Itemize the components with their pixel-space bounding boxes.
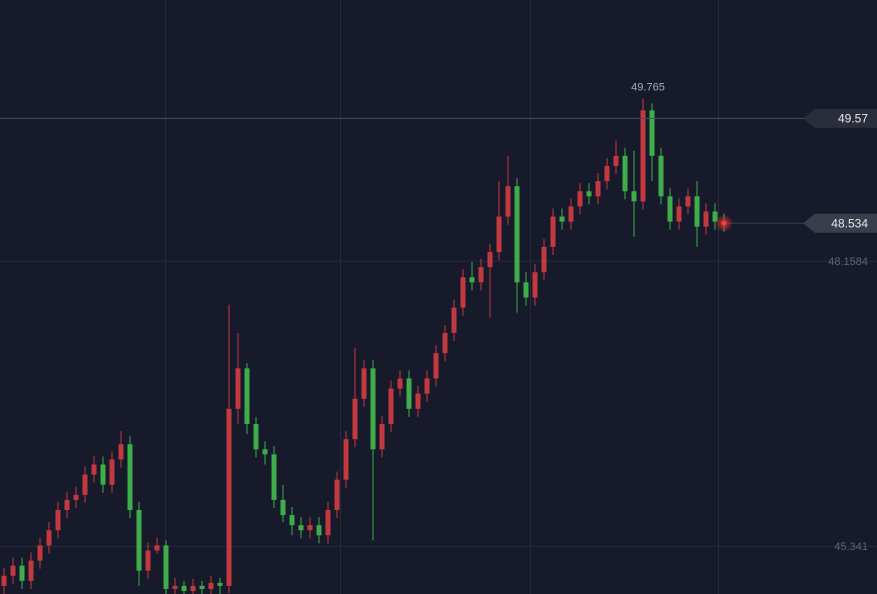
candle-body: [478, 267, 484, 283]
candle-body: [685, 196, 691, 207]
candle-body: [415, 393, 421, 409]
candle-body: [460, 277, 466, 308]
candle-body: [550, 216, 556, 247]
candle-body: [514, 186, 520, 283]
candle-body: [262, 449, 268, 455]
candle-body: [154, 545, 160, 551]
candle-body: [631, 191, 637, 202]
candle-body: [487, 251, 493, 268]
candle-body: [307, 525, 313, 531]
candle-body: [397, 378, 403, 389]
candle-body: [577, 191, 583, 207]
candle-body: [145, 550, 151, 571]
candle-body: [451, 307, 457, 333]
candle-body: [127, 444, 133, 511]
candle-body: [604, 165, 610, 182]
price-tag: [803, 108, 877, 128]
candle-body: [190, 585, 196, 591]
candle-body: [712, 211, 718, 222]
candle-body: [613, 155, 619, 166]
candle-body: [622, 155, 628, 192]
candle-body: [226, 408, 232, 586]
candle-body: [46, 530, 52, 546]
candle-body: [109, 459, 115, 485]
price-tag-label: 49.57: [838, 112, 868, 126]
current-price-dot: [722, 221, 726, 226]
candle-body: [496, 216, 502, 252]
candle-body: [64, 499, 70, 511]
candle-body: [505, 186, 511, 217]
candle-body: [379, 423, 385, 450]
candle-body: [649, 110, 655, 156]
candle-body: [136, 510, 142, 571]
candle-body: [388, 388, 394, 424]
candle-body: [640, 110, 646, 202]
candle-body: [316, 525, 322, 536]
candle-body: [289, 515, 295, 526]
candle-body: [82, 474, 88, 495]
candle-body: [10, 565, 16, 576]
candle-body: [532, 272, 538, 298]
candle-body: [172, 585, 178, 589]
candle-body: [91, 464, 97, 475]
candle-body: [667, 196, 673, 222]
candle-body: [55, 510, 61, 531]
current-price-tag: [803, 213, 877, 233]
candle-body: [361, 368, 367, 399]
candle-body: [658, 155, 664, 197]
candle-body: [676, 206, 682, 222]
candle-body: [253, 423, 259, 450]
candle-body: [370, 368, 376, 450]
candle-body: [118, 444, 124, 460]
candle-body: [352, 398, 358, 440]
candle-body: [100, 464, 106, 485]
candle-body: [28, 560, 34, 581]
candle-body: [595, 181, 601, 197]
high-annotation: 49.765: [631, 82, 665, 94]
candle-body: [244, 368, 250, 424]
candle-body: [694, 196, 700, 227]
candle-body: [271, 454, 277, 500]
y-tick-label: 48.1584: [828, 256, 868, 268]
candle-body: [298, 525, 304, 531]
candle-body: [208, 582, 214, 589]
candle-body: [181, 585, 187, 591]
candle-body: [1, 575, 7, 586]
candle-body: [586, 191, 592, 197]
candle-body: [334, 479, 340, 511]
candle-body: [424, 378, 430, 394]
candle-body: [19, 565, 25, 581]
current-price-label: 48.534: [831, 216, 868, 230]
candle-body: [442, 332, 448, 354]
candle-body: [199, 585, 205, 589]
vertical-grid: [165, 0, 719, 594]
candle-body: [343, 439, 349, 480]
candle-body: [217, 582, 223, 586]
candle-body: [703, 211, 709, 227]
candle-body: [163, 545, 169, 589]
candle-body: [559, 216, 565, 222]
candle-body: [406, 378, 412, 409]
candle-body: [325, 510, 331, 536]
candle-body: [73, 494, 79, 500]
candle-body: [568, 206, 574, 222]
candle-body: [37, 545, 43, 561]
candle-body: [235, 368, 241, 409]
y-tick-label: 45.341: [834, 541, 868, 553]
candle-body: [280, 499, 286, 516]
candle-body: [541, 246, 547, 273]
candle-body: [523, 282, 529, 298]
candle-body: [433, 353, 439, 379]
candle-body: [469, 277, 475, 283]
